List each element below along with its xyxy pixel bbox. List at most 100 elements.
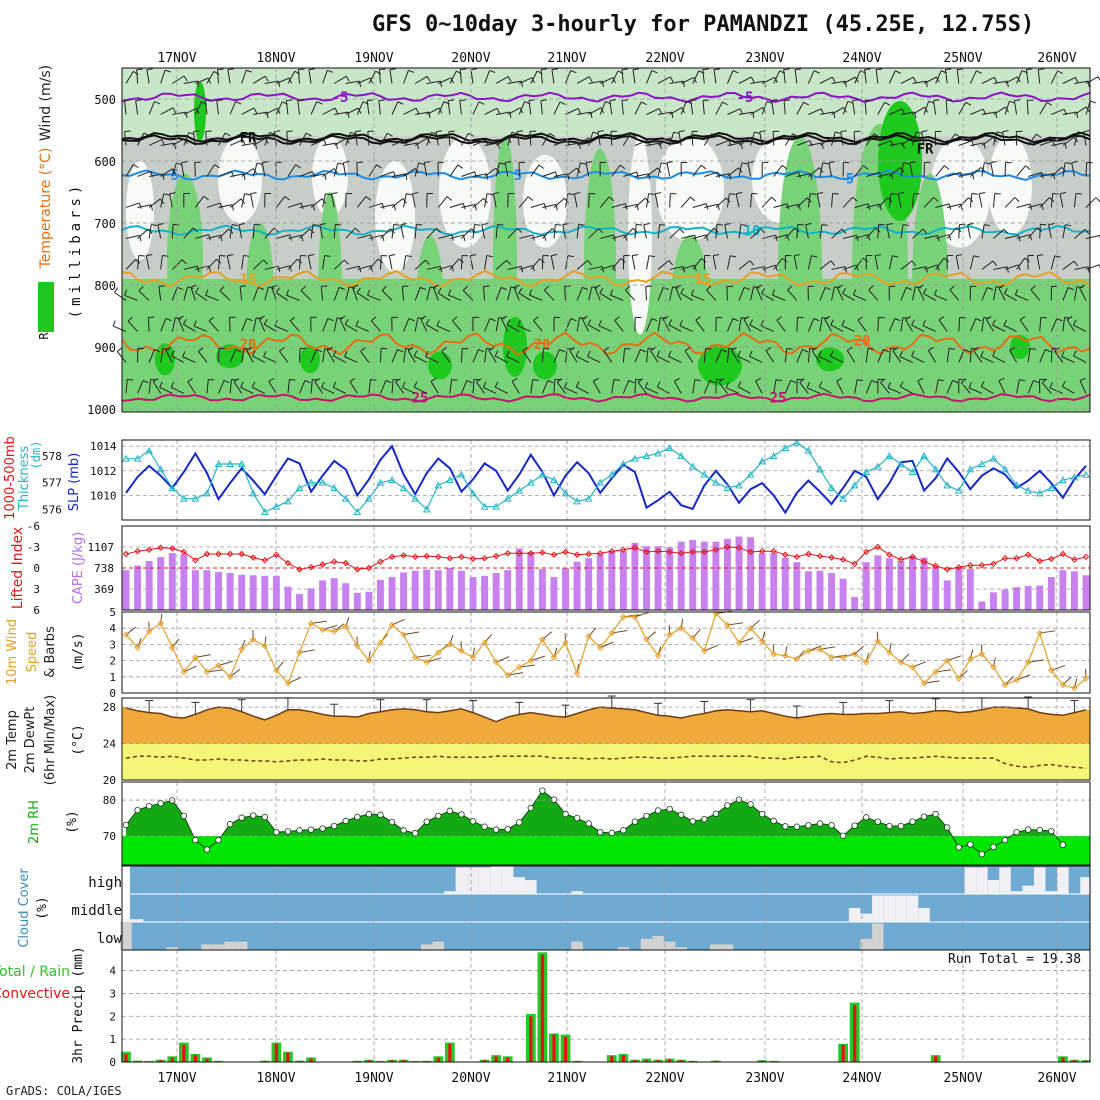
lifted-index-point [411, 553, 419, 561]
wind-barb [573, 193, 578, 208]
wind-barb-flag [1079, 284, 1086, 289]
cloud-cover-bg [130, 866, 1090, 950]
wind-barb-flag [300, 285, 306, 291]
wind-speed-point [1071, 684, 1078, 692]
wind-barb [669, 286, 674, 301]
wind-barb [888, 193, 892, 208]
wind-barb-flag [513, 284, 520, 288]
lifted-index-line [125, 546, 1087, 570]
li-axis-label: Lifted Index [10, 527, 26, 609]
wind-barb [1079, 380, 1087, 394]
wind-barb-flag [379, 68, 386, 71]
wind-barb [958, 197, 970, 208]
wind-barb-flag [973, 255, 980, 258]
cape-bar [400, 572, 408, 610]
wind-barb [981, 317, 985, 332]
precip-total-label: Total / Rain [0, 964, 70, 980]
wind-barb-flag [760, 228, 766, 234]
wind-barb [426, 265, 441, 270]
thickness-point [619, 459, 628, 467]
rh2m-point [250, 812, 257, 819]
wind-barb-flag [327, 69, 334, 73]
wind-barb-flag [407, 346, 414, 351]
wind-barb-flag [960, 172, 963, 179]
wind-barb [194, 162, 196, 177]
wind-barb-flag [640, 349, 647, 353]
wind-barb [1003, 325, 1017, 332]
wind-speed-point [758, 637, 766, 645]
wind-barb-flag [415, 107, 420, 114]
wind-barb [145, 255, 150, 270]
rh2m-point [388, 818, 396, 826]
wind-barb [229, 224, 233, 239]
wind-barb [171, 162, 177, 177]
thickness-point [897, 459, 905, 467]
wind-barb [432, 287, 439, 301]
lifted-index-point [169, 545, 176, 552]
wind-barb [900, 76, 914, 84]
lifted-index-point [654, 547, 662, 555]
isotherm-25 [121, 392, 1091, 403]
wind-speed-point [886, 649, 893, 656]
lifted-index-point [851, 560, 858, 568]
cape-bar [238, 574, 246, 610]
wind-barb-flag [1079, 377, 1086, 382]
wind-barb [472, 379, 475, 394]
lifted-index-point [481, 554, 488, 562]
wind-barb-flag [886, 223, 893, 226]
wind-barb [461, 171, 475, 177]
wind-barb-flag [378, 99, 385, 102]
cape-bar [851, 596, 859, 610]
wind-barb [623, 203, 638, 208]
wind-barb [611, 164, 621, 177]
wind-barb [980, 356, 994, 363]
wind-barb [600, 234, 614, 239]
wind-barb-flag [387, 132, 393, 137]
rh2m-point [967, 841, 974, 848]
wind-barb [326, 349, 335, 363]
cape-bar [284, 586, 292, 610]
wind-barb [888, 255, 893, 270]
wind-barb [597, 131, 601, 146]
thickness-point [284, 497, 292, 505]
wind-barb-flag [559, 101, 566, 105]
wind-barb [1062, 162, 1066, 177]
wind-barb [796, 317, 798, 332]
lifted-index-point [215, 550, 222, 558]
wind-barb [1066, 319, 1075, 332]
wind-barb [569, 350, 578, 363]
thickness-point [353, 507, 362, 515]
wind-barb-flag [511, 131, 518, 135]
wind-barb [435, 131, 439, 146]
wind-barb [310, 224, 314, 239]
wind-barb [1039, 349, 1046, 363]
wind-barb-flag [367, 99, 374, 102]
lifted-index-point [330, 558, 338, 565]
cape-bar [932, 566, 940, 610]
wind-barb-flag [578, 224, 585, 226]
wind-barb [935, 379, 939, 394]
wind-barb-flag [786, 347, 793, 350]
wind-barb [750, 266, 765, 270]
wind-barb-flag [1066, 315, 1073, 320]
wind-barb [588, 265, 603, 270]
wind-speed-point [134, 644, 141, 651]
wind-barb [1082, 131, 1087, 146]
wind-barb-flag [194, 287, 200, 293]
rh2m-point [724, 802, 731, 809]
wind-barb-flag [354, 227, 361, 233]
wind-barb [634, 197, 646, 208]
wind-barb [738, 317, 742, 332]
wind-barb-flag [223, 380, 230, 384]
wind-barb [379, 380, 387, 394]
cape-bar [828, 573, 835, 610]
wind-barb-flag [567, 193, 574, 196]
wind-barb [274, 325, 289, 332]
lifted-index-point [435, 553, 442, 561]
wind-barb-flag [725, 382, 730, 388]
wind-barb [755, 287, 763, 301]
wind-barb-flag [163, 193, 170, 196]
wind-barb [565, 255, 569, 270]
wind-barb [750, 228, 762, 239]
wind-barb [484, 107, 498, 115]
